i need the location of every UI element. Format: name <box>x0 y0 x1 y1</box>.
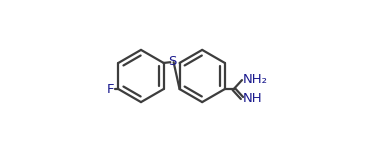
Text: F: F <box>106 83 114 96</box>
Text: NH: NH <box>243 92 262 105</box>
Text: S: S <box>168 55 176 68</box>
Text: NH₂: NH₂ <box>243 73 268 86</box>
